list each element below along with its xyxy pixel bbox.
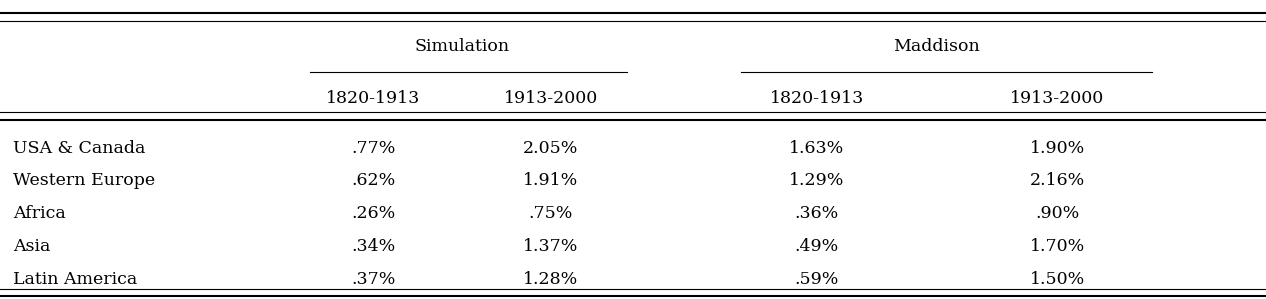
Text: 1820-1913: 1820-1913 (770, 90, 863, 107)
Text: .59%: .59% (794, 271, 839, 288)
Text: .62%: .62% (352, 173, 395, 189)
Text: 1.63%: 1.63% (789, 140, 844, 156)
Text: .34%: .34% (352, 238, 395, 255)
Text: 1.37%: 1.37% (523, 238, 579, 255)
Text: 2.05%: 2.05% (523, 140, 579, 156)
Text: USA & Canada: USA & Canada (13, 140, 146, 156)
Text: Asia: Asia (13, 238, 51, 255)
Text: 1913-2000: 1913-2000 (504, 90, 598, 107)
Text: 1.29%: 1.29% (789, 173, 844, 189)
Text: Latin America: Latin America (13, 271, 137, 288)
Text: 1.50%: 1.50% (1029, 271, 1085, 288)
Text: 1820-1913: 1820-1913 (327, 90, 420, 107)
Text: 1.70%: 1.70% (1029, 238, 1085, 255)
Text: Simulation: Simulation (414, 38, 510, 55)
Text: 2.16%: 2.16% (1029, 173, 1085, 189)
Text: .75%: .75% (528, 205, 573, 222)
Text: 1913-2000: 1913-2000 (1010, 90, 1104, 107)
Text: .49%: .49% (795, 238, 838, 255)
Text: 1.28%: 1.28% (523, 271, 579, 288)
Text: .77%: .77% (351, 140, 396, 156)
Text: Western Europe: Western Europe (13, 173, 154, 189)
Text: .26%: .26% (352, 205, 395, 222)
Text: .90%: .90% (1036, 205, 1079, 222)
Text: 1.90%: 1.90% (1029, 140, 1085, 156)
Text: .36%: .36% (795, 205, 838, 222)
Text: Maddison: Maddison (894, 38, 980, 55)
Text: 1.91%: 1.91% (523, 173, 579, 189)
Text: .37%: .37% (351, 271, 396, 288)
Text: Africa: Africa (13, 205, 66, 222)
